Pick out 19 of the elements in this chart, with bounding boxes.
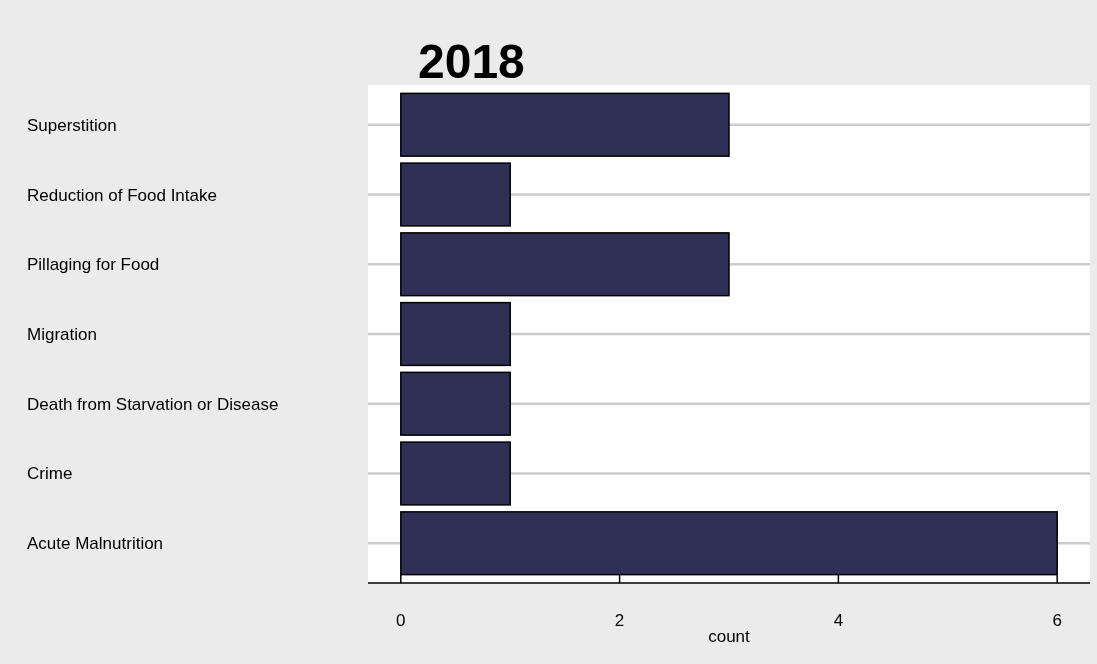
- bar: [400, 232, 730, 297]
- x-tick-label: 2: [614, 611, 625, 630]
- x-tick-label: 0: [396, 611, 406, 630]
- y-tick-label: Superstition: [27, 115, 117, 135]
- bar: [400, 441, 511, 506]
- bar: [400, 301, 511, 367]
- y-tick-label: Death from Starvation or Disease: [27, 394, 279, 414]
- y-tick-label: Pillaging for Food: [27, 255, 160, 275]
- y-tick-label: Reduction of Food Intake: [27, 185, 217, 205]
- bar: [400, 92, 730, 157]
- bar: [400, 162, 511, 227]
- x-axis-title: count: [708, 627, 751, 646]
- bar: [400, 371, 511, 436]
- x-tick-label: 4: [833, 611, 844, 630]
- x-tick-label: 6: [1052, 611, 1062, 630]
- y-tick-label: Acute Malnutrition: [27, 534, 164, 554]
- chart-title: 2018: [418, 35, 525, 88]
- y-tick-label: Migration: [27, 325, 97, 344]
- y-tick-label: Crime: [27, 464, 73, 484]
